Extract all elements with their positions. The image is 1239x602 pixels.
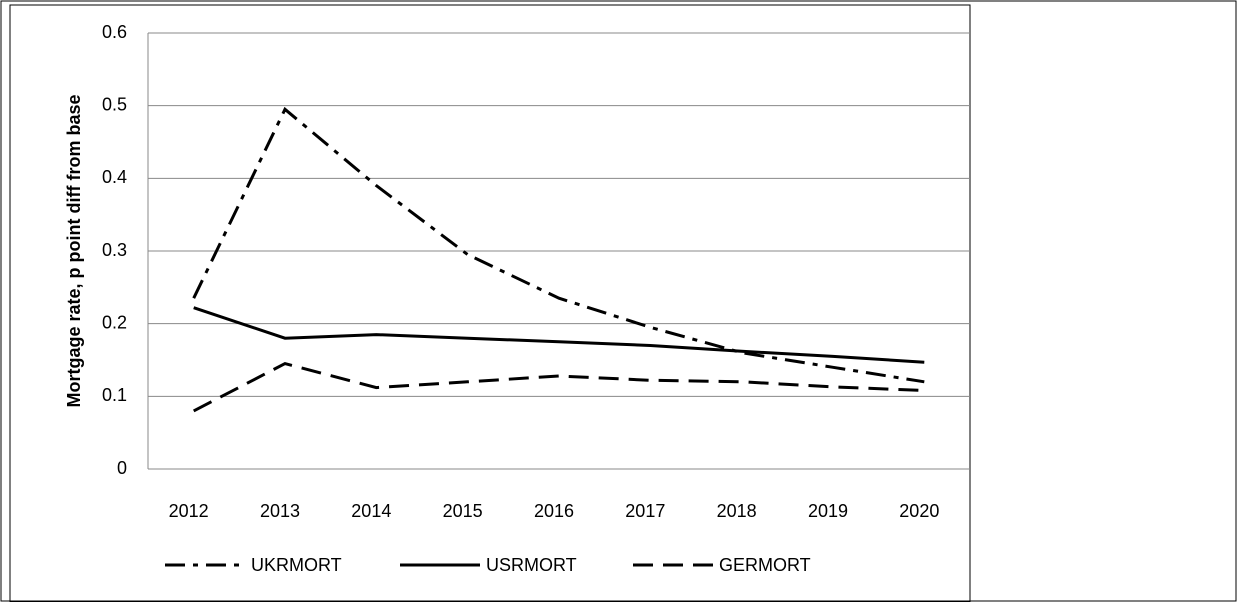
y-axis-title: Mortgage rate, p point diff from base (64, 94, 84, 407)
x-tick-label: 2015 (443, 501, 483, 521)
y-tick-label: 0.3 (102, 240, 127, 260)
x-tick-label: 2016 (534, 501, 574, 521)
series-line (193, 306, 925, 364)
series-line (193, 362, 925, 413)
x-tick-label: 2018 (717, 501, 757, 521)
y-tick-label: 0.5 (102, 94, 127, 114)
legend-label: UKRMORT (251, 555, 342, 575)
x-tick-label: 2013 (260, 501, 300, 521)
y-tick-label: 0.6 (102, 22, 127, 42)
y-tick-label: 0.1 (102, 385, 127, 405)
x-tick-label: 2012 (169, 501, 209, 521)
series-line (192, 106, 925, 384)
y-tick-label: 0.4 (102, 167, 127, 187)
x-tick-label: 2017 (625, 501, 665, 521)
legend-label: GERMORT (719, 555, 811, 575)
x-tick-label: 2019 (808, 501, 848, 521)
y-tick-label: 0 (117, 458, 127, 478)
chart-border (9, 4, 971, 602)
x-tick-label: 2020 (899, 501, 939, 521)
x-tick-label: 2014 (351, 501, 391, 521)
legend-label: USRMORT (486, 555, 577, 575)
y-tick-label: 0.2 (102, 312, 127, 332)
